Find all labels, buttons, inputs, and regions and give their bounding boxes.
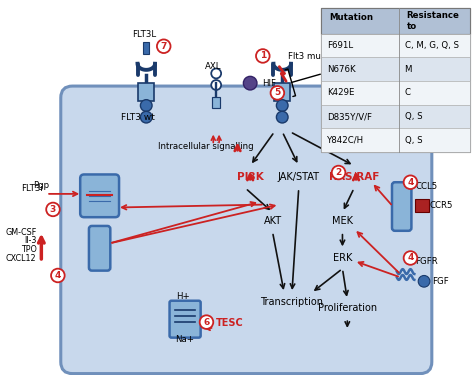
Bar — [321, 128, 470, 152]
Text: TESC: TESC — [216, 318, 244, 328]
Circle shape — [46, 203, 60, 216]
Text: Na+: Na+ — [175, 336, 195, 345]
Text: 4: 4 — [55, 271, 61, 280]
Text: 3: 3 — [50, 205, 56, 214]
Text: ERK: ERK — [333, 253, 352, 263]
Text: 6: 6 — [203, 318, 210, 326]
Circle shape — [271, 86, 284, 100]
Text: CCR5: CCR5 — [430, 201, 453, 211]
Bar — [321, 57, 470, 81]
Circle shape — [211, 68, 221, 78]
FancyBboxPatch shape — [170, 301, 201, 338]
Text: MEK: MEK — [332, 216, 353, 226]
Circle shape — [404, 251, 417, 265]
Text: C: C — [405, 89, 410, 97]
Bar — [321, 8, 470, 33]
Text: FLT3i: FLT3i — [21, 184, 43, 193]
Bar — [138, 83, 154, 101]
Text: GM-CSF: GM-CSF — [5, 228, 36, 237]
Circle shape — [200, 315, 213, 329]
Text: Q, S: Q, S — [405, 112, 422, 121]
Circle shape — [157, 40, 171, 53]
Circle shape — [418, 276, 430, 287]
Text: FGFR: FGFR — [415, 257, 438, 266]
Text: K429E: K429E — [327, 89, 355, 97]
Text: RAS/RAF: RAS/RAF — [329, 172, 379, 182]
Circle shape — [243, 76, 257, 90]
Bar — [143, 42, 149, 54]
Circle shape — [276, 100, 288, 111]
Text: PI3K: PI3K — [237, 172, 264, 182]
Bar — [274, 83, 290, 101]
Text: 5: 5 — [274, 89, 281, 97]
Circle shape — [276, 111, 288, 123]
Text: Pgp: Pgp — [34, 181, 50, 190]
Text: Q, S: Q, S — [405, 136, 422, 145]
Text: F691L: F691L — [327, 41, 353, 50]
Circle shape — [404, 176, 417, 189]
Circle shape — [256, 49, 270, 63]
FancyBboxPatch shape — [89, 226, 110, 271]
Text: C, M, G, Q, S: C, M, G, Q, S — [405, 41, 459, 50]
Text: Y842C/H: Y842C/H — [327, 136, 364, 145]
Text: II-3: II-3 — [24, 236, 36, 245]
Text: AKT: AKT — [264, 216, 282, 226]
Bar — [321, 33, 470, 57]
Text: TPO: TPO — [20, 245, 36, 254]
FancyBboxPatch shape — [392, 182, 411, 231]
Text: FLT3L: FLT3L — [132, 30, 156, 38]
Circle shape — [140, 111, 152, 123]
FancyBboxPatch shape — [80, 174, 119, 217]
Circle shape — [51, 269, 64, 282]
Text: FGF: FGF — [432, 277, 448, 286]
Text: HIF: HIF — [262, 79, 276, 88]
Text: 4: 4 — [407, 178, 414, 187]
Text: H+: H+ — [176, 292, 190, 301]
Bar — [321, 8, 470, 152]
Bar — [321, 81, 470, 105]
Bar — [321, 105, 470, 128]
Text: 2: 2 — [336, 168, 342, 177]
Text: CCL5: CCL5 — [415, 182, 438, 191]
Text: 7: 7 — [161, 42, 167, 51]
Circle shape — [140, 100, 152, 111]
Text: D835Y/V/F: D835Y/V/F — [327, 112, 372, 121]
Circle shape — [332, 166, 346, 179]
Text: M: M — [405, 65, 412, 74]
Text: FLT3 wt: FLT3 wt — [121, 113, 155, 122]
Circle shape — [211, 80, 221, 90]
Bar — [415, 199, 429, 212]
Text: 1: 1 — [260, 51, 266, 60]
Text: JAK/STAT: JAK/STAT — [278, 172, 320, 182]
FancyBboxPatch shape — [61, 86, 432, 374]
Bar — [212, 97, 220, 108]
Text: Resistance
to: Resistance to — [407, 11, 459, 31]
Text: Flt3 mut: Flt3 mut — [288, 52, 324, 61]
Text: Mutation: Mutation — [329, 13, 373, 22]
Text: N676K: N676K — [327, 65, 356, 74]
Text: AXL: AXL — [205, 62, 221, 71]
Text: Proliferation: Proliferation — [318, 303, 377, 314]
Text: Intracellular signalling: Intracellular signalling — [158, 142, 254, 151]
Text: FLT3i: FLT3i — [325, 65, 346, 73]
Text: Transcription: Transcription — [260, 297, 323, 307]
Text: CXCL12: CXCL12 — [6, 254, 36, 263]
Text: 4: 4 — [407, 253, 414, 263]
